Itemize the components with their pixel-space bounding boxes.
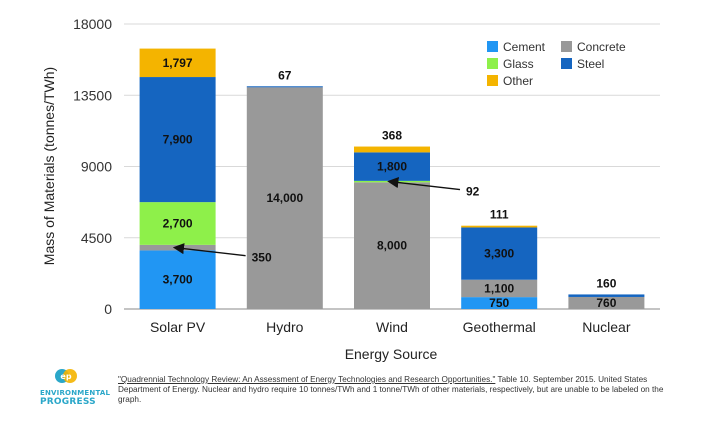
segment-value-label: 750	[489, 296, 509, 310]
segment-value-label: 1,100	[484, 281, 514, 295]
ep-logo-icon: ep	[55, 369, 77, 383]
bar-top-value-label: 368	[382, 129, 402, 143]
callout-value-label: 92	[466, 185, 480, 199]
x-category-label: Geothermal	[463, 319, 536, 335]
x-category-label: Hydro	[266, 319, 304, 335]
bar-segment-other	[139, 48, 216, 78]
bar-segment-concrete	[354, 182, 430, 309]
y-tick-label: 18000	[73, 16, 112, 32]
legend-label-other: Other	[503, 74, 533, 88]
segment-value-label: 1,800	[377, 160, 407, 174]
bar-segment-glass	[139, 202, 216, 245]
y-axis-ticks: 0 4500 9000 13500 18000	[73, 16, 112, 317]
segment-value-label: 8,000	[377, 239, 407, 253]
footnote-text: Table 10. September 2015. United States …	[118, 375, 664, 404]
logo-line-1: ENVIRONMENTAL	[40, 389, 111, 397]
legend-label-concrete: Concrete	[577, 40, 626, 54]
y-tick-label: 0	[104, 301, 112, 317]
segment-value-label: 7,900	[163, 133, 193, 147]
segment-value-label: 14,000	[266, 191, 303, 205]
bar-segment-steel	[568, 294, 645, 297]
legend-label-glass: Glass	[503, 57, 534, 71]
segment-labels: 3,700 350 2,700 7,900 1,797 14,000 67 8,000 92 1,…	[163, 56, 617, 310]
bar-segment-steel	[461, 227, 538, 280]
legend: Cement Concrete Glass Steel Other	[487, 40, 626, 88]
y-tick-label: 4500	[81, 230, 112, 246]
legend-swatch-concrete	[561, 41, 572, 52]
segment-value-label: 1,797	[163, 56, 193, 70]
environmental-progress-logo: ep ENVIRONMENTAL PROGRESS	[40, 368, 111, 407]
bar-segment-concrete	[246, 87, 323, 309]
bar-segment-concrete	[568, 296, 645, 309]
bar-segment-steel	[246, 86, 323, 88]
y-tick-label: 13500	[73, 87, 112, 103]
legend-swatch-glass	[487, 58, 498, 69]
bar-segment-steel	[354, 152, 430, 181]
segment-value-label: 3,300	[484, 247, 514, 261]
y-axis-title: Mass of Materials (tonnes/TWh)	[41, 67, 57, 265]
citation-link[interactable]: "Quadrennial Technology Review: An Asses…	[118, 375, 496, 384]
x-axis-title: Energy Source	[345, 346, 438, 362]
callout-arrow	[172, 243, 246, 257]
legend-label-steel: Steel	[577, 57, 604, 71]
bar-top-value-label: 67	[278, 68, 292, 82]
svg-text:ep: ep	[60, 372, 71, 381]
legend-label-cement: Cement	[503, 40, 546, 54]
legend-swatch-cement	[487, 41, 498, 52]
legend-swatch-steel	[561, 58, 572, 69]
segment-value-label: 2,700	[163, 217, 193, 231]
callout-arrow	[387, 176, 461, 191]
y-tick-label: 9000	[81, 159, 112, 175]
legend-swatch-other	[487, 75, 498, 86]
logo-line-2: PROGRESS	[40, 397, 96, 407]
callout-value-label: 350	[252, 251, 272, 265]
x-axis-categories: Solar PV Hydro Wind Geothermal Nuclear	[150, 319, 631, 335]
bars	[139, 48, 645, 309]
segment-value-label: 3,700	[163, 273, 193, 287]
x-category-label: Wind	[376, 319, 408, 335]
bar-segment-other	[461, 225, 538, 228]
x-category-label: Solar PV	[150, 319, 206, 335]
bar-segment-concrete	[461, 279, 538, 298]
x-category-label: Nuclear	[582, 319, 631, 335]
stacked-bar-chart: 0 4500 9000 13500 18000 3,700 350 2,700 7,900 1,…	[41, 16, 660, 362]
bar-top-value-label: 160	[596, 276, 616, 290]
bar-top-value-label: 111	[490, 208, 509, 222]
bar-segment-other	[354, 146, 430, 153]
bar-segment-cement	[139, 250, 216, 309]
source-footnote: "Quadrennial Technology Review: An Asses…	[118, 375, 678, 405]
bar-segment-steel	[139, 77, 216, 203]
segment-value-label: 760	[596, 296, 616, 310]
bar-segment-cement	[461, 297, 538, 309]
